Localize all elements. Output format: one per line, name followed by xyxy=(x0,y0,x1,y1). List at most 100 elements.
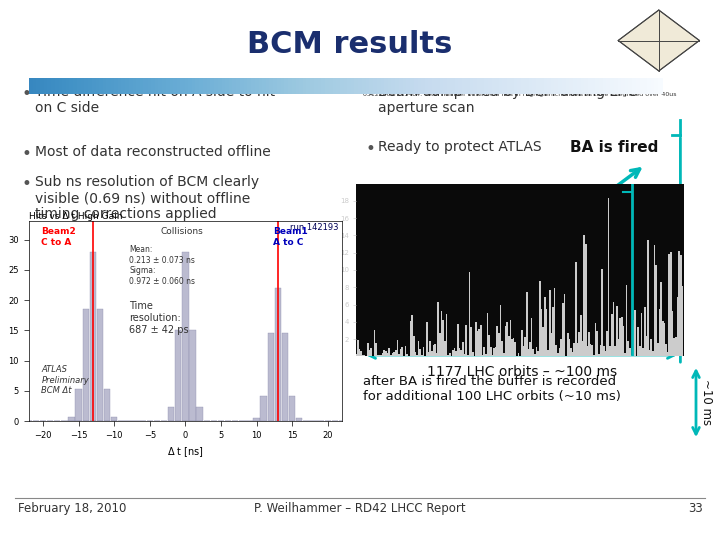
Bar xyxy=(375,343,377,356)
Text: 1177 LHC orbits – ~100 ms: 1177 LHC orbits – ~100 ms xyxy=(427,365,617,379)
Text: ~10 ms: ~10 ms xyxy=(700,379,713,425)
Bar xyxy=(68,417,75,421)
Bar xyxy=(379,355,380,356)
Bar xyxy=(529,342,531,356)
Bar xyxy=(524,338,526,356)
Text: •: • xyxy=(22,175,32,193)
Bar xyxy=(415,352,416,356)
Bar xyxy=(429,341,431,356)
Bar xyxy=(487,313,488,356)
Text: Collisions: Collisions xyxy=(161,227,203,237)
Bar xyxy=(480,326,482,356)
Bar xyxy=(501,341,503,356)
Bar xyxy=(374,330,375,356)
Bar xyxy=(646,336,647,356)
Bar xyxy=(495,347,497,356)
Bar xyxy=(575,261,577,356)
Bar xyxy=(434,345,436,356)
Bar xyxy=(644,307,646,356)
Bar xyxy=(356,354,357,356)
Bar xyxy=(600,345,601,356)
Bar xyxy=(603,346,605,356)
Bar xyxy=(370,348,372,356)
Text: BA is fired: BA is fired xyxy=(570,140,658,155)
Bar xyxy=(659,309,660,356)
Bar xyxy=(385,352,387,356)
Bar xyxy=(253,418,260,421)
Bar xyxy=(667,352,668,356)
Bar xyxy=(416,355,418,356)
Bar xyxy=(555,345,557,356)
Bar xyxy=(614,346,616,356)
Bar xyxy=(498,333,500,356)
Bar xyxy=(197,407,203,421)
Bar xyxy=(367,343,369,356)
Text: Ready to protect ATLAS: Ready to protect ATLAS xyxy=(378,140,541,154)
Bar xyxy=(364,355,366,356)
Bar xyxy=(609,346,611,356)
Bar xyxy=(551,333,552,356)
Bar xyxy=(647,240,649,356)
Bar xyxy=(454,348,456,356)
Bar xyxy=(528,349,529,356)
Bar xyxy=(387,353,388,356)
Bar xyxy=(665,344,667,356)
Bar xyxy=(380,355,382,356)
Bar xyxy=(447,355,449,356)
Bar xyxy=(452,349,454,356)
Bar xyxy=(506,321,508,356)
Bar xyxy=(395,350,397,356)
Bar xyxy=(542,327,544,356)
Bar xyxy=(611,314,613,356)
Bar xyxy=(590,344,591,356)
Bar xyxy=(678,251,680,356)
Bar xyxy=(680,255,682,356)
Bar xyxy=(189,330,196,421)
Bar xyxy=(587,346,588,356)
Bar xyxy=(505,326,506,356)
Text: February 18, 2010: February 18, 2010 xyxy=(18,502,127,515)
Bar xyxy=(577,343,578,356)
Bar xyxy=(465,326,467,356)
Bar xyxy=(418,341,420,356)
Bar xyxy=(560,339,562,356)
Bar xyxy=(400,349,402,356)
Bar xyxy=(492,355,493,356)
Text: increasing activity: increasing activity xyxy=(459,207,582,293)
Bar xyxy=(90,252,96,421)
Bar xyxy=(513,338,515,356)
Text: run 142193: run 142193 xyxy=(290,224,339,232)
Bar xyxy=(431,351,433,356)
Bar xyxy=(519,355,521,356)
Bar xyxy=(618,339,619,356)
Bar xyxy=(470,327,472,356)
Bar xyxy=(511,340,513,356)
Bar xyxy=(289,396,295,421)
Bar xyxy=(534,354,536,356)
Bar xyxy=(541,309,542,356)
Text: P. Weilhammer – RD42 LHCC Report: P. Weilhammer – RD42 LHCC Report xyxy=(254,502,466,515)
Bar xyxy=(441,312,442,356)
Text: BCM results: BCM results xyxy=(247,30,453,59)
Bar xyxy=(457,325,459,356)
Bar xyxy=(76,389,82,421)
Bar xyxy=(384,350,385,356)
Bar xyxy=(670,252,672,356)
Bar xyxy=(438,302,439,356)
Bar xyxy=(464,354,465,356)
Bar xyxy=(359,349,361,356)
Text: Beam dump fired by BCM during LHC
aperture scan: Beam dump fired by BCM during LHC apertu… xyxy=(378,85,637,115)
Bar xyxy=(296,418,302,421)
Bar xyxy=(567,334,569,356)
Bar xyxy=(652,351,654,356)
Bar xyxy=(593,355,595,356)
Y-axis label: # of hits: # of hits xyxy=(0,300,3,342)
Bar xyxy=(449,353,451,356)
Bar xyxy=(488,335,490,356)
Bar xyxy=(641,313,642,356)
Bar xyxy=(660,282,662,356)
Bar xyxy=(444,341,446,356)
Bar xyxy=(456,351,457,356)
Bar xyxy=(433,346,434,356)
Bar xyxy=(462,342,464,356)
